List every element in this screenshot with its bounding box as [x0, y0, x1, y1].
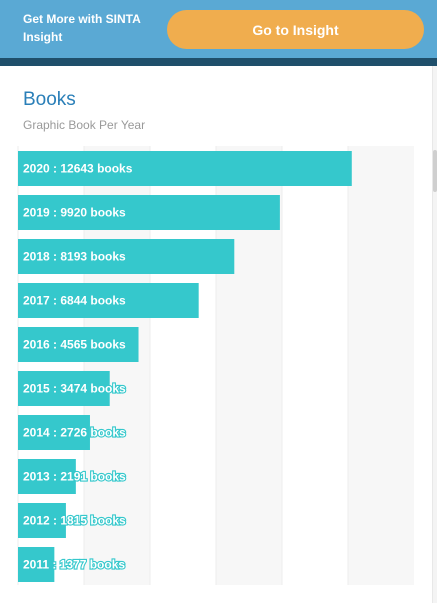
bar-label-2019: 2019 : 9920 books: [23, 206, 126, 220]
go-to-insight-button[interactable]: Go to Insight: [167, 10, 424, 49]
scrollbar-track[interactable]: [433, 66, 437, 603]
bar-label-2015: 2015 : 3474 books: [23, 382, 126, 396]
bar-label-2011: 2011 : 1377 books: [23, 558, 125, 572]
scrollbar-thumb[interactable]: [433, 150, 437, 192]
bar-2013[interactable]: [18, 459, 76, 494]
bar-label-2012: 2012 : 1815 books: [23, 514, 126, 528]
bar-2011[interactable]: [18, 547, 55, 582]
bar-2018[interactable]: [18, 239, 235, 274]
bar-2015[interactable]: [18, 371, 110, 406]
bar-label-2016: 2016 : 4565 books: [23, 338, 126, 352]
bar-label-2020: 2020 : 12643 books: [23, 162, 133, 176]
bar-label-2018: 2018 : 8193 books: [23, 250, 126, 264]
bar-2014[interactable]: [18, 415, 90, 450]
bar-label-2013: 2013 : 2191 books: [23, 470, 126, 484]
bar-2019[interactable]: [18, 195, 280, 230]
grid-band: [348, 146, 414, 585]
chart-subtitle: Graphic Book Per Year: [23, 118, 146, 132]
banner-divider: [0, 58, 437, 66]
bar-label-2017: 2017 : 6844 books: [23, 294, 126, 308]
chart-bars: 2020 : 12643 books 2019 : 9920 books 2018 …: [18, 151, 352, 582]
grid-band: [282, 146, 348, 585]
chart-title: Books: [23, 89, 76, 110]
bar-2012[interactable]: [18, 503, 66, 538]
promo-text: Get More with SINTA Insight: [23, 12, 141, 44]
bar-2020[interactable]: [18, 151, 352, 186]
bar-label-2014: 2014 : 2726 books: [23, 426, 126, 440]
bar-2017[interactable]: [18, 283, 199, 318]
bar-2016[interactable]: [18, 327, 139, 362]
